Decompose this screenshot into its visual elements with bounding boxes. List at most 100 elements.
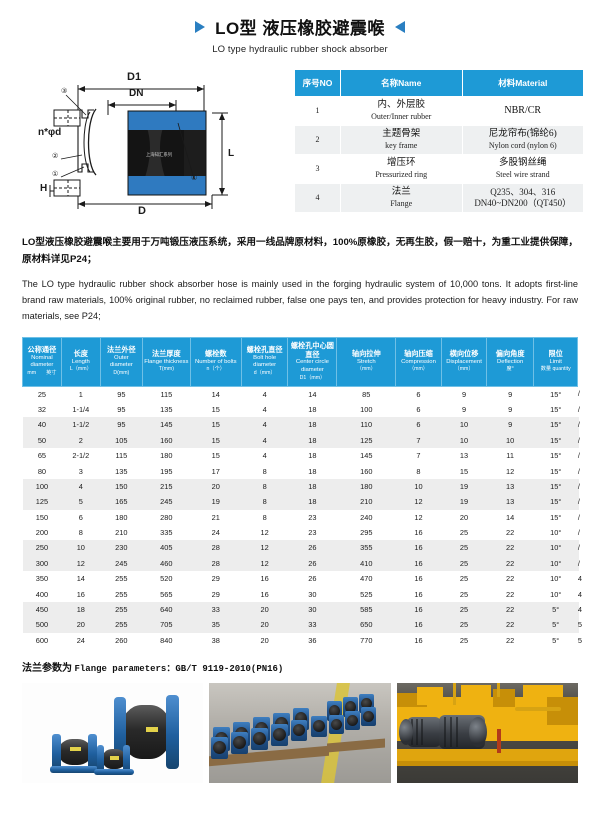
spec-cell-c6: 20 xyxy=(241,617,288,633)
spec-header-unit: （mm） xyxy=(454,366,474,373)
table-row: 125 5 165 245 19 8 18 210 12 19 13 15° / xyxy=(22,494,580,510)
spec-cell-c4: 640 xyxy=(142,601,191,618)
spec-header-unit: （mm） xyxy=(356,366,376,373)
spec-cell-c10: 10 xyxy=(441,432,487,448)
spec-cell-c9: 8 xyxy=(395,463,442,479)
spec-cell-c10: 9 xyxy=(441,386,487,402)
spec-header-en: Bolt hole diameter xyxy=(253,354,277,369)
diagram-callout-3: ③ xyxy=(61,88,68,95)
spec-header-8: 轴向拉伸 Stretch （mm） xyxy=(336,336,397,387)
spec-cell-c5: 24 xyxy=(190,524,242,541)
spec-cell-c7: 18 xyxy=(287,417,337,433)
table-row: 500 20 255 705 35 20 33 650 16 25 22 5° 5 xyxy=(22,617,582,633)
spec-cell-c3: 95 xyxy=(100,417,143,433)
material-name-en: key frame xyxy=(385,140,418,150)
spec-cell-c7: 26 xyxy=(287,555,337,571)
spec-cell-c2: 10 xyxy=(61,540,101,556)
spec-cell-c9: 16 xyxy=(395,524,442,541)
spec-cell-c2: 1-1/4 xyxy=(61,401,101,418)
spec-header-unit: D1（mm） xyxy=(299,374,326,381)
spec-header-cn: 螺栓孔直径 xyxy=(246,345,283,355)
spec-header-unit: （mm） xyxy=(408,366,428,373)
spec-cell-c3: 255 xyxy=(100,571,143,587)
spec-cell-c2: 8 xyxy=(61,524,101,541)
spec-header-en: Displacement xyxy=(446,358,482,365)
spec-table: 公称通径 Nominal diameter mm 英寸 长度 Length L（mm） 法兰外… xyxy=(22,336,582,648)
material-mat-cn: 尼龙帘布(锦纶6) xyxy=(488,128,557,139)
spec-cell-c10: 19 xyxy=(441,494,487,510)
spec-cell-c8: 650 xyxy=(336,617,396,633)
spec-cell-c11: 13 xyxy=(486,494,534,510)
spec-header-en: Center circle diameter xyxy=(295,359,329,374)
material-row-name: 内、外层胶 Outer/Inner rubber xyxy=(340,96,463,126)
spec-cell-c1: 80 xyxy=(22,463,62,479)
table-row: 100 4 150 215 20 8 18 180 10 19 13 15° / xyxy=(22,478,580,495)
spec-header-cn: 偏向角度 xyxy=(495,349,525,359)
spec-cell-c5: 14 xyxy=(190,386,242,402)
spec-cell-c2: 16 xyxy=(61,586,101,602)
table-row: 32 1-1/4 95 135 15 4 18 100 6 9 9 15° / xyxy=(22,401,580,418)
spec-cell-c9: 16 xyxy=(395,601,442,618)
spec-header-cn: 螺栓孔中心圆直径 xyxy=(290,340,334,360)
spec-cell-c10: 20 xyxy=(441,509,487,525)
spec-cell-c3: 230 xyxy=(100,540,143,556)
spec-cell-c10: 25 xyxy=(441,540,487,556)
spec-header-en: Limit xyxy=(549,358,562,365)
description-block: LO型液压橡胶避震喉主要用于万吨锻压液压系统，采用一线品牌原材料，100%原橡胶… xyxy=(0,235,600,325)
spec-cell-c12: 15° xyxy=(533,417,578,433)
spec-cell-c1: 125 xyxy=(22,494,62,510)
spec-cell-c2: 20 xyxy=(61,617,101,633)
diagram-callout-1: ① xyxy=(52,171,59,178)
spec-cell-c10: 10 xyxy=(441,417,487,433)
material-row-material: 尼龙帘布(锦纶6) Nylon cord (nylon 6) xyxy=(461,124,584,155)
spec-cell-c4: 245 xyxy=(142,494,191,510)
diagram-label-h: H xyxy=(40,183,48,194)
spec-cell-c8: 525 xyxy=(336,586,396,602)
spec-header-en: Deflection xyxy=(497,358,524,365)
material-row-no: 1 xyxy=(294,96,341,126)
spec-cell-c3: 260 xyxy=(100,632,143,648)
spec-cell-c1: 32 xyxy=(22,401,62,418)
spec-cell-c5: 15 xyxy=(190,401,242,418)
spec-cell-c1: 150 xyxy=(22,509,62,525)
spec-cell-c12: 15° xyxy=(533,432,578,448)
spec-cell-c8: 125 xyxy=(336,432,396,448)
product-group-photo xyxy=(22,682,204,783)
spec-header-unit: 度° xyxy=(506,366,514,373)
spec-cell-c2: 24 xyxy=(61,632,101,648)
spec-cell-c3: 245 xyxy=(100,555,143,571)
spec-cell-c8: 160 xyxy=(336,463,396,479)
spec-cell-c9: 16 xyxy=(395,555,442,571)
spec-cell-c6: 8 xyxy=(241,463,288,479)
spec-cell-c9: 7 xyxy=(395,448,442,464)
material-name-en: Pressurized ring xyxy=(375,169,428,179)
spec-cell-c12: 15° xyxy=(533,509,578,525)
spec-cell-c2: 1 xyxy=(61,386,101,402)
spec-cell-c2: 12 xyxy=(61,555,101,571)
spec-cell-c11: 22 xyxy=(486,571,534,587)
spec-cell-c4: 195 xyxy=(142,463,191,479)
spec-cell-c3: 165 xyxy=(100,494,143,510)
spec-header-unit: 数量 quantity xyxy=(540,366,571,373)
spec-cell-c10: 9 xyxy=(441,401,487,418)
spec-cell-c12: 10° xyxy=(533,555,578,571)
spec-cell-c4: 520 xyxy=(142,571,191,587)
spec-cell-c2: 3 xyxy=(61,463,101,479)
spec-cell-c5: 28 xyxy=(190,555,242,571)
spec-cell-c4: 405 xyxy=(142,540,191,556)
table-row: 2 主题骨架 key frame 尼龙帘布(锦纶6) Nylon cord (n… xyxy=(294,124,584,155)
spec-header-9: 轴向压缩 Compression （mm） xyxy=(395,336,442,387)
spec-cell-c4: 135 xyxy=(142,401,191,418)
spec-cell-c5: 20 xyxy=(190,478,242,495)
spec-cell-c10: 25 xyxy=(441,571,487,587)
spec-cell-c5: 19 xyxy=(190,494,242,510)
spec-cell-c6: 12 xyxy=(241,555,288,571)
material-row-material: Q235、304、316 DN40~DN200（QT450） xyxy=(461,182,584,214)
diagram-label-bolt: n*φd xyxy=(38,127,62,138)
spec-cell-c6: 4 xyxy=(241,417,288,433)
material-name-cn: 主题骨架 xyxy=(382,128,421,139)
spec-header-7: 螺栓孔中心圆直径 Center circle diameter D1（mm） xyxy=(287,336,338,387)
spec-cell-c2: 18 xyxy=(61,601,101,618)
spec-cell-c8: 100 xyxy=(336,401,396,418)
spec-cell-c1: 600 xyxy=(22,632,62,648)
